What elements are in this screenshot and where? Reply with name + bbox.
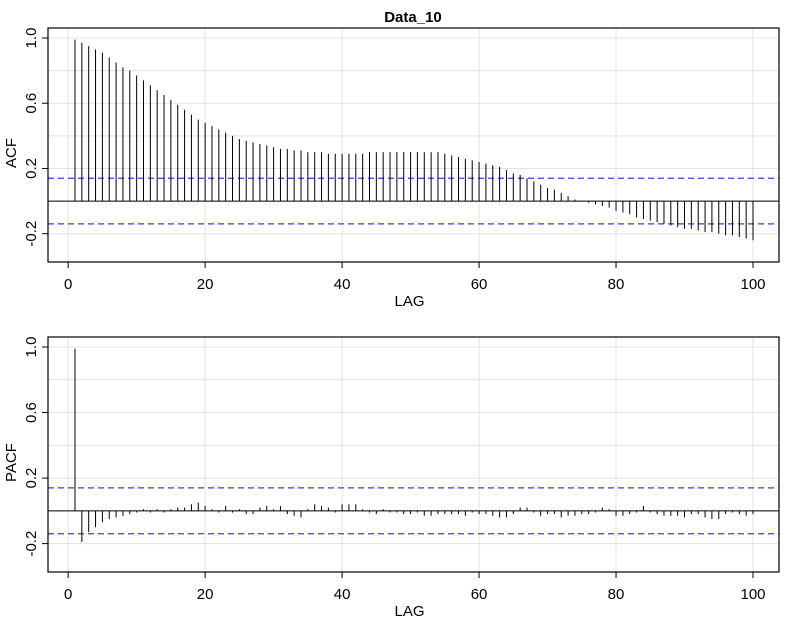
x-tick-label: 40	[334, 586, 351, 603]
x-axis-title: LAG	[394, 293, 424, 310]
y-tick-label: -0.2	[23, 531, 40, 557]
plot-frame	[47, 336, 780, 573]
chart-title: Data_10	[384, 9, 442, 26]
x-tick-label: 60	[471, 586, 488, 603]
x-tick-label: 100	[740, 586, 765, 603]
y-tick-label: 1.0	[23, 337, 40, 358]
x-tick-label: 80	[608, 276, 625, 293]
y-tick-label: -0.2	[23, 221, 40, 247]
y-tick-label: 0.2	[23, 468, 40, 489]
x-tick-label: 20	[197, 276, 214, 293]
x-tick-label: 0	[64, 586, 72, 603]
y-tick-label: 0.2	[23, 158, 40, 179]
plot-frame	[47, 27, 780, 263]
pacf-panel: 0 20 40 60 80 100 -0.2 0.2 0.6 1.0 LAG PACF	[3, 336, 780, 620]
x-tick-label: 20	[197, 586, 214, 603]
acf-panel: 0 20 40 60 80 100 -0.2 0.2 0.6 1.0 LAG ACF	[3, 27, 780, 310]
x-axis-title: LAG	[394, 603, 424, 620]
y-axis-title: ACF	[3, 138, 20, 168]
x-tick-label: 60	[471, 276, 488, 293]
y-axis-title: PACF	[3, 443, 20, 482]
y-tick-label: 1.0	[23, 28, 40, 49]
x-tick-label: 80	[608, 586, 625, 603]
y-tick-label: 0.6	[23, 402, 40, 423]
x-tick-label: 0	[64, 276, 72, 293]
y-tick-label: 0.6	[23, 93, 40, 114]
x-tick-label: 40	[334, 276, 351, 293]
x-tick-label: 100	[740, 276, 765, 293]
